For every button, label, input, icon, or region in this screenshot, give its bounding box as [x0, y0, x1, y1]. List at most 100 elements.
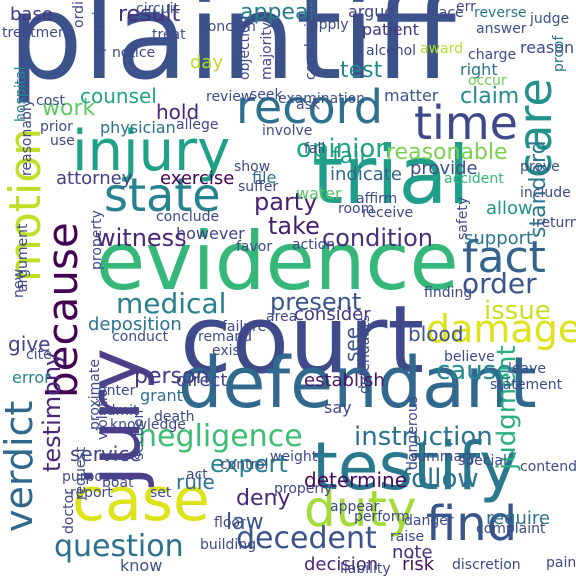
word-prior: prior	[40, 119, 73, 135]
word-duty: duty	[304, 480, 417, 538]
word-perform: perform	[354, 509, 410, 525]
word-contend: contend	[520, 459, 576, 475]
word-premise: premise	[91, 0, 107, 52]
word-opinion: opinion	[296, 134, 392, 164]
word-state: state	[104, 168, 221, 222]
word-testify: testify	[312, 428, 519, 505]
word-floor: floor	[214, 515, 246, 531]
word-statement: statement	[490, 377, 563, 393]
word-appeal: appeal	[240, 0, 315, 25]
word-reason: reason	[520, 38, 575, 57]
word-notice: notice	[112, 45, 156, 61]
word-occur: occur	[468, 73, 507, 89]
word-fall: fall	[304, 141, 326, 157]
word-argue: argue	[348, 2, 395, 21]
word-appear: appear	[330, 499, 380, 515]
word-objection: objection	[237, 15, 253, 80]
word-defendant: defendant	[178, 342, 537, 424]
word-cite: cite	[26, 347, 52, 363]
word-cost: cost	[36, 93, 66, 109]
word-follow: follow	[402, 464, 479, 494]
word-right: right	[460, 60, 498, 79]
word-examination: examination	[278, 91, 366, 107]
word-exist: exist	[212, 343, 246, 359]
word-judge: judge	[530, 11, 570, 27]
word-enter: enter	[98, 383, 136, 399]
word-issue: issue	[484, 296, 551, 326]
word-safety: safety	[455, 196, 471, 240]
word-apply: apply	[310, 17, 349, 33]
word-say: say	[324, 398, 352, 417]
word-area: area	[266, 309, 298, 325]
word-trial: trial	[312, 129, 470, 222]
word-proof: proof	[551, 35, 567, 72]
word-physician: physician	[100, 118, 176, 137]
word-find: find	[426, 496, 518, 552]
word-complaint: complaint	[476, 521, 546, 537]
word-leave: leave	[508, 361, 546, 377]
word-test: test	[340, 58, 383, 83]
word-purpose: purpose	[62, 469, 119, 485]
word-work: work	[42, 96, 96, 121]
word-present: present	[270, 288, 362, 316]
word-exercise: exercise	[160, 168, 235, 189]
word-patient: patient	[362, 20, 419, 39]
word-return: return	[536, 215, 576, 231]
word-grant: grant	[140, 386, 183, 405]
word-majority: majority	[259, 21, 275, 80]
word-blood: blood	[408, 322, 464, 346]
word-indicate: indicate	[330, 164, 402, 185]
word-accident: accident	[444, 171, 504, 187]
word-remand: remand	[198, 329, 253, 345]
word-violation: violation	[95, 379, 111, 440]
word-question: question	[54, 529, 184, 564]
word-note: note	[392, 542, 433, 563]
word-expert: expert	[210, 450, 288, 478]
word-treat: treat	[152, 27, 186, 43]
word-fact: fact	[462, 232, 546, 283]
word-decision: decision	[304, 554, 379, 575]
word-establish: establish	[304, 370, 385, 391]
word-reasonable: reasonable	[386, 140, 508, 165]
word-medical: medical	[116, 287, 227, 320]
word-know: know	[120, 556, 163, 575]
word-alcohol: alcohol	[366, 43, 417, 59]
word-rule: rule	[176, 470, 215, 494]
word-suffer: suffer	[238, 179, 279, 195]
word-summary: summary	[410, 449, 477, 465]
word-counsel: counsel	[80, 84, 157, 108]
word-record: record	[236, 80, 383, 134]
word-new: new	[11, 269, 27, 298]
word-court: court	[180, 286, 425, 395]
word-person: person	[134, 364, 210, 389]
word-base: base	[10, 4, 53, 25]
word-place: place	[426, 5, 464, 21]
word-case: case	[72, 465, 210, 535]
word-control: control	[220, 457, 269, 473]
word-danger: danger	[404, 513, 454, 529]
word-special: special	[458, 453, 507, 469]
word-error: error	[12, 368, 51, 387]
word-result: result	[118, 2, 181, 27]
word-defendants: defendants	[357, 314, 373, 394]
word-room: room	[338, 201, 375, 217]
word-hold: hold	[156, 100, 200, 124]
word-provide: provide	[410, 158, 478, 179]
word-cause: cause	[436, 356, 513, 386]
word-raise: raise	[390, 529, 425, 545]
word-condition: condition	[322, 224, 433, 252]
word-matter: matter	[384, 86, 439, 105]
word-verdict: verdict	[0, 400, 41, 532]
word-conduct: conduct	[112, 329, 169, 345]
word-give: give	[8, 332, 51, 356]
word-law: law	[226, 510, 264, 535]
word-water: water	[296, 184, 342, 203]
word-receive: receive	[362, 205, 414, 221]
word-use: use	[50, 133, 75, 149]
word-answer: answer	[476, 21, 527, 37]
word-award: award	[420, 41, 464, 57]
word-affirm: affirm	[356, 191, 398, 207]
word-fail: fail	[332, 144, 366, 169]
word-weight: weight	[270, 449, 318, 465]
word-death: death	[154, 409, 195, 425]
